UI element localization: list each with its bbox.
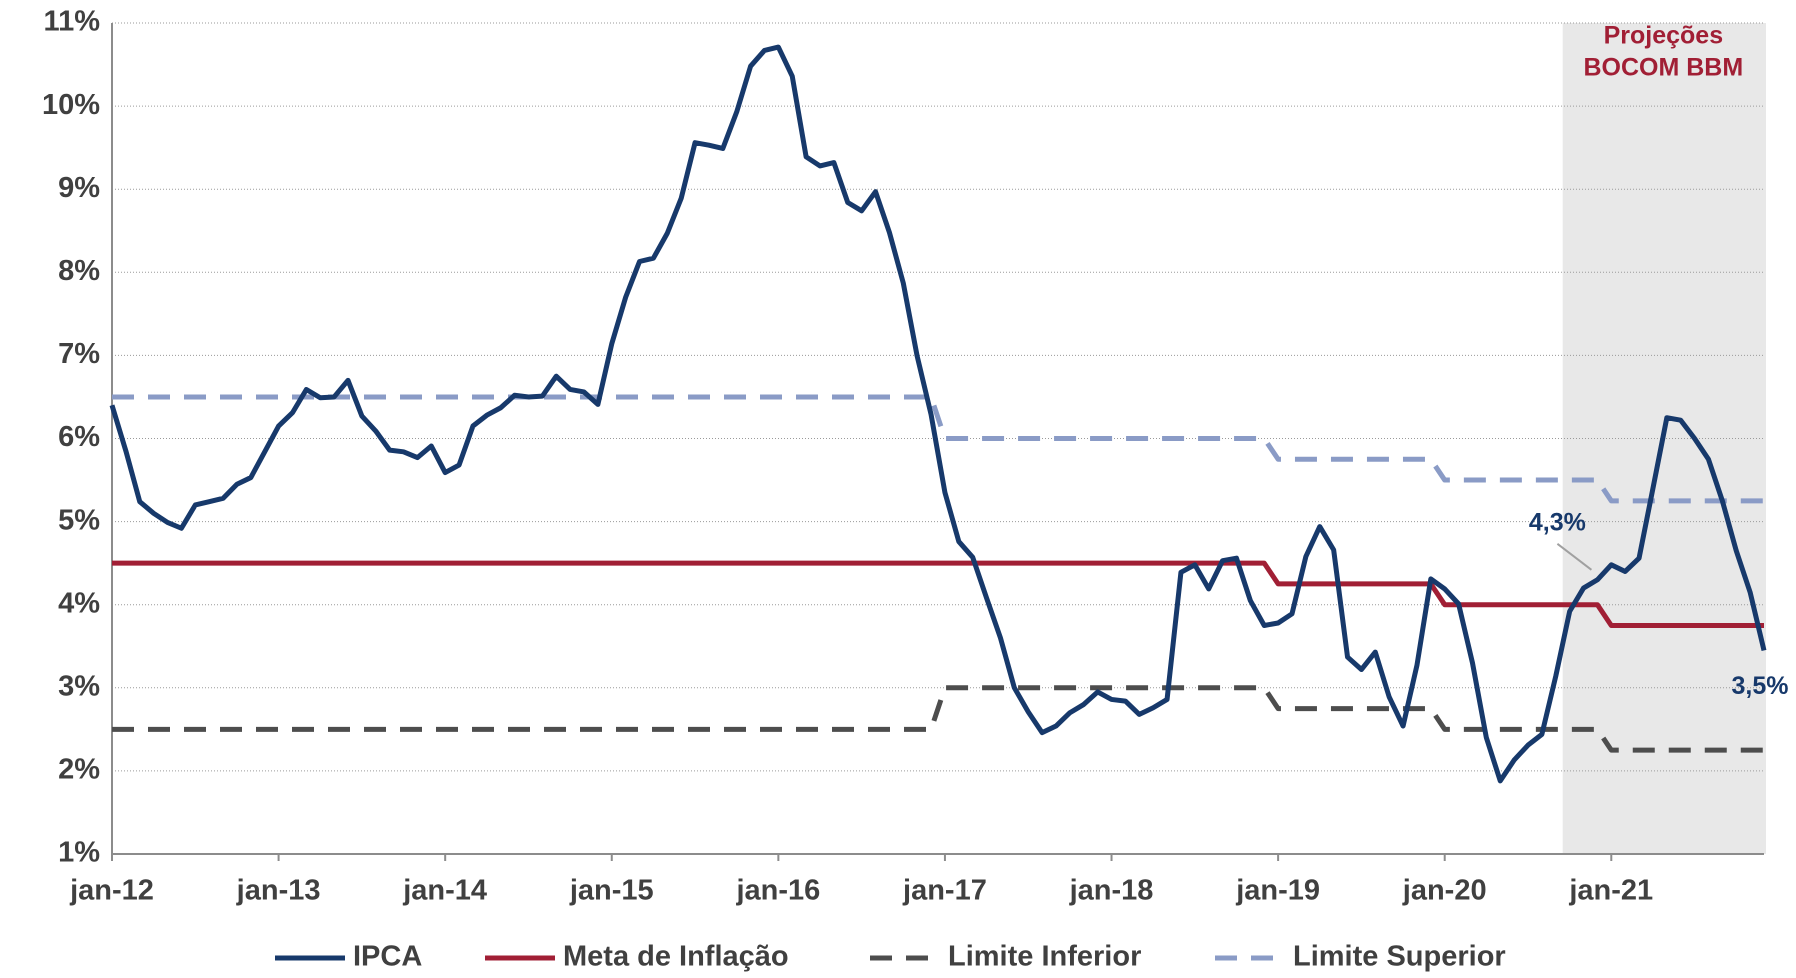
x-tick-label: jan-12 <box>69 875 154 907</box>
projection-label: BOCOM BBM <box>1583 54 1743 82</box>
y-tick-label: 3% <box>58 670 100 702</box>
series-line <box>112 560 1764 628</box>
data-label: 3,5% <box>1732 672 1789 700</box>
x-tick-label: jan-14 <box>402 875 487 907</box>
x-tick-label: jan-21 <box>1568 875 1653 907</box>
x-tick-label: jan-19 <box>1235 875 1320 907</box>
data-label: 4,3% <box>1529 508 1586 536</box>
legend-label: Meta de Inflação <box>563 941 789 973</box>
legend-label: IPCA <box>353 941 422 973</box>
series-line <box>109 44 1767 784</box>
y-tick-label: 2% <box>58 754 100 786</box>
y-tick-label: 5% <box>58 504 100 536</box>
legend-label: Limite Inferior <box>948 941 1141 973</box>
y-tick-label: 8% <box>58 255 100 287</box>
y-tick-label: 4% <box>58 587 100 619</box>
legend-label: Limite Superior <box>1293 941 1506 973</box>
leader-line <box>1556 542 1593 571</box>
y-tick-label: 9% <box>58 172 100 204</box>
x-tick-label: jan-16 <box>735 875 820 907</box>
y-tick-label: 11% <box>44 6 101 38</box>
x-tick-label: jan-20 <box>1402 875 1487 907</box>
series-line <box>112 685 1764 753</box>
y-tick-label: 7% <box>58 338 100 370</box>
x-tick-label: jan-17 <box>902 875 987 907</box>
projection-label: Projeções <box>1604 22 1724 50</box>
x-tick-label: jan-13 <box>236 875 321 907</box>
x-tick-label: jan-15 <box>569 875 654 907</box>
y-tick-label: 6% <box>58 421 100 453</box>
y-tick-label: 10% <box>42 89 100 121</box>
y-tick-label: 1% <box>58 837 100 869</box>
series-line <box>112 394 1764 504</box>
x-tick-label: jan-18 <box>1069 875 1154 907</box>
